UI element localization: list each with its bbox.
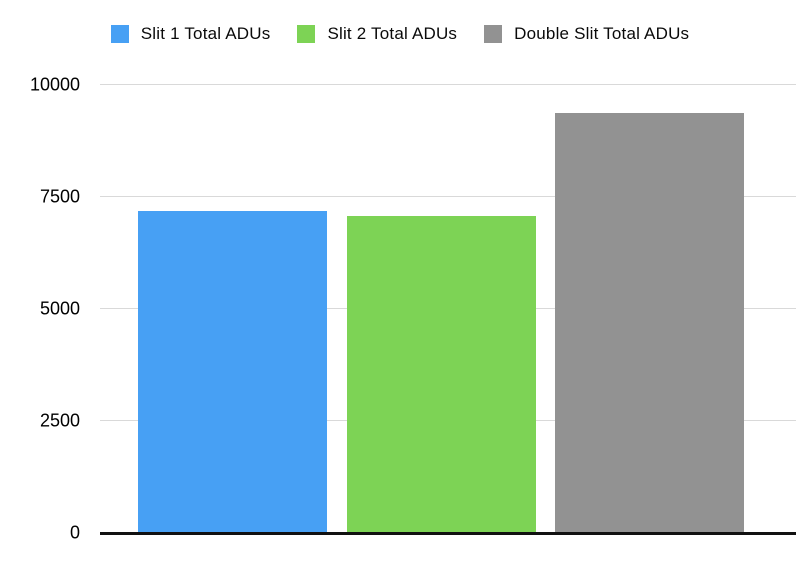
legend-item-slit2: Slit 2 Total ADUs <box>297 24 457 44</box>
slit1-color-swatch <box>110 25 129 43</box>
legend-label-slit2: Slit 2 Total ADUs <box>327 24 458 43</box>
y-tick-label-2500: 2500 <box>39 410 80 431</box>
bar-slit2-total-adus <box>347 216 536 533</box>
plot-area: 10000 7500 5000 2500 0 <box>30 75 796 543</box>
x-axis-line <box>100 532 796 535</box>
legend-label-slit1: Slit 1 Total ADUs <box>140 24 271 43</box>
y-tick-label-0: 0 <box>69 522 80 543</box>
gridline <box>100 196 796 197</box>
bar-double-slit-total-adus <box>555 112 744 533</box>
legend-label-double-slit: Double Slit Total ADUs <box>514 24 690 43</box>
chart-legend: Slit 1 Total ADUs Slit 2 Total ADUs Doub… <box>0 24 800 44</box>
y-tick-label-10000: 10000 <box>29 74 80 95</box>
y-tick-label-7500: 7500 <box>39 186 80 207</box>
slit2-color-swatch <box>297 25 316 43</box>
legend-item-double-slit: Double Slit Total ADUs <box>484 24 689 44</box>
legend-item-slit1: Slit 1 Total ADUs <box>110 24 271 44</box>
y-tick-label-5000: 5000 <box>39 298 80 319</box>
bar-slit1-total-adus <box>138 211 327 533</box>
gridline <box>100 84 796 85</box>
double-slit-color-swatch <box>484 25 503 43</box>
